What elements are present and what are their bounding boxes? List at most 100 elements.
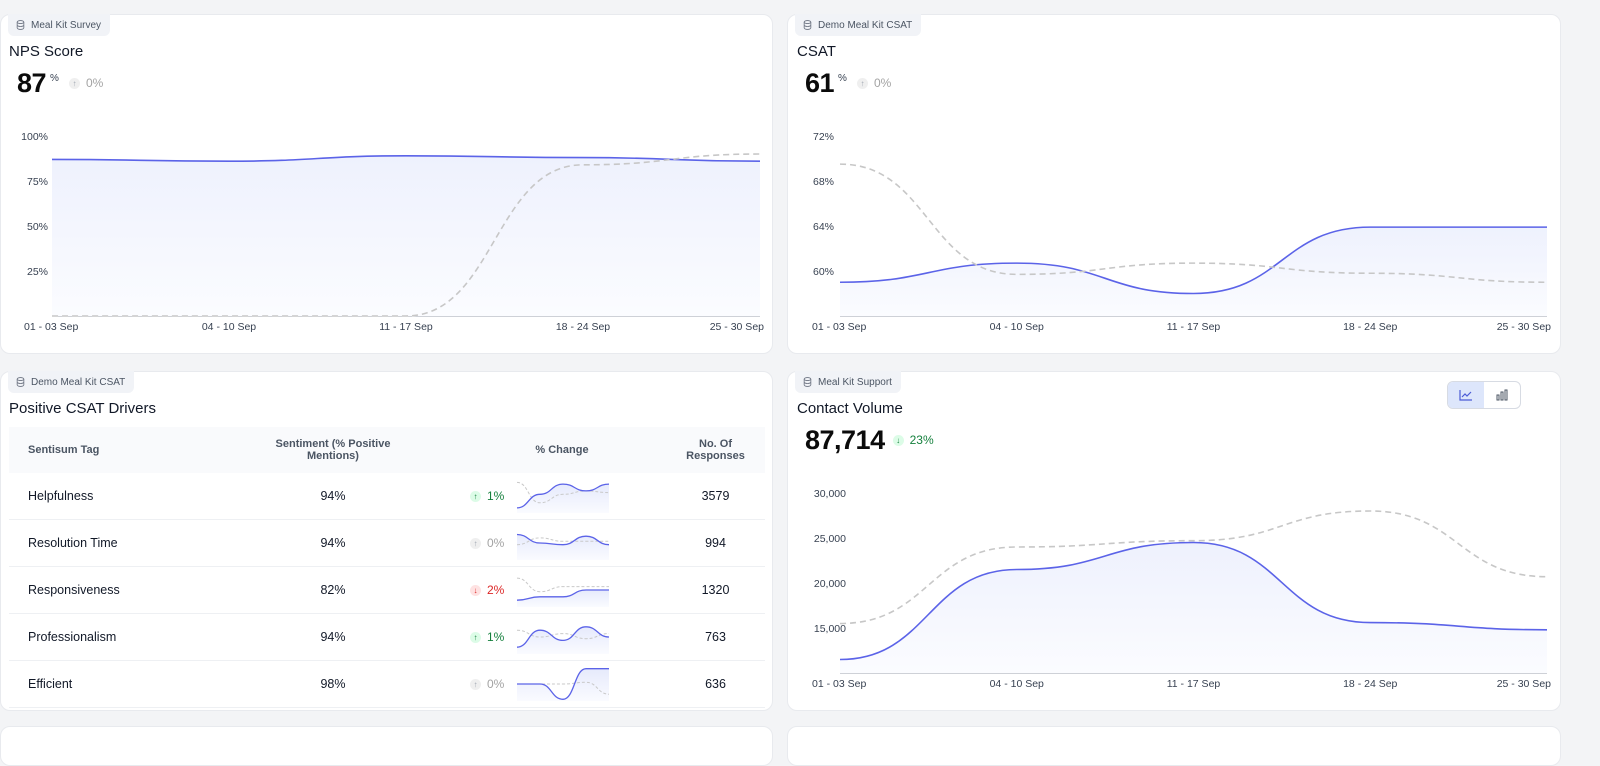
nps-source-tag: Meal Kit Survey [8,14,111,36]
y-tick-label: 72% [813,131,834,143]
sentiment-cell: 94% [208,613,458,661]
table-header-row: Sentisum Tag Sentiment (% Positive Menti… [9,427,765,473]
bar-chart-icon [1496,389,1508,401]
csat-delta: ↑ 0% [856,76,891,90]
table-row[interactable]: Professionalism 94% ↑ 1% 763 [9,613,765,661]
contact-metric: 87,714 ↓ 23% [805,424,934,456]
csat-source-tag: Demo Meal Kit CSAT [795,14,922,36]
x-tick-label: 11 - 17 Sep [379,321,433,333]
sparkline-comparison [516,577,609,593]
sentiment-cell: 98% [208,660,458,708]
x-tick-label: 01 - 03 Sep [812,321,866,333]
csat-unit: % [838,73,847,84]
x-tick-label: 18 - 24 Sep [1343,321,1397,333]
chart-2: 15,000 20,000 25,000 30,000 01 - 03 Sep 04 - … [812,488,1551,690]
drivers-source-label: Demo Meal Kit CSAT [31,376,126,388]
change-delta: ↓ 2% [470,583,508,597]
series-line [839,226,1547,295]
nps-value: 87 [17,68,47,98]
database-icon [16,20,25,30]
database-icon [16,377,25,387]
table-row[interactable]: Helpfulness 94% ↑ 1% 3579 [9,473,765,520]
sparkline-comparison [516,537,609,546]
nps-source-label: Meal Kit Survey [31,19,102,31]
column-header[interactable]: Sentiment (% Positive Mentions) [208,427,458,473]
nps-delta-value: 0% [85,76,104,90]
change-value: 0% [487,677,505,691]
x-tick-label: 04 - 10 Sep [202,321,256,333]
comparison-line [51,153,761,317]
arrow-up-icon: ↑ [470,631,481,643]
arrow-down-icon: ↓ [892,434,904,446]
x-tick-label: 04 - 10 Sep [990,321,1044,333]
tag-cell: Efficient [9,660,208,708]
column-header[interactable]: Sentisum Tag [9,427,208,473]
line-chart-icon [1459,390,1472,401]
sparkline-comparison [516,629,610,640]
nps-metric: 87 % ↑ 0% [17,67,103,99]
change-value: 1% [487,630,505,644]
sparkline-line [516,626,610,648]
database-icon [803,377,812,387]
sparkline-area [517,626,609,654]
database-icon [803,20,812,30]
y-tick-label: 30,000 [814,488,846,500]
sparkline-comparison [516,481,610,504]
sparkline [516,481,610,513]
table-row[interactable]: Responsiveness 82% ↓ 2% 1320 [9,566,765,614]
drivers-source-tag: Demo Meal Kit CSAT [8,371,135,393]
sentiment-cell: 94% [208,519,458,567]
arrow-up-icon: ↑ [470,490,481,502]
change-value: 1% [487,489,505,503]
arrow-down-icon: ↓ [470,584,481,596]
change-value: 0% [487,536,505,550]
responses-cell: 994 [666,519,765,567]
contact-value: 87,714 [805,425,885,455]
nps-delta: ↑ 0% [68,76,104,90]
series-line [839,541,1548,661]
table-row[interactable]: Resolution Time 94% ↑ 0% 994 [9,519,765,567]
nps-unit: % [50,73,59,84]
change-cell: ↑ 1% [458,473,666,520]
y-tick-label: 64% [813,221,834,233]
contact-source-label: Meal Kit Support [818,376,892,388]
sentiment-cell: 94% [208,473,458,520]
change-delta: ↑ 1% [470,630,508,644]
series-area [52,155,760,316]
chart-0: 25% 50% 75% 100% 01 - 03 Sep 04 - 10 Sep 11 - … [21,131,764,333]
sentiment-cell: 82% [208,566,458,614]
contact-title: Contact Volume [797,400,903,417]
y-tick-label: 25,000 [814,533,846,545]
sparkline-line [516,533,610,546]
change-delta: ↑ 0% [470,677,508,691]
tag-cell: Professionalism [9,613,208,661]
x-tick-label: 01 - 03 Sep [812,678,866,690]
x-tick-label: 01 - 03 Sep [24,321,78,333]
charts-layer: 25% 50% 75% 100% 01 - 03 Sep 04 - 10 Sep 11 - … [21,131,1551,690]
comparison-line [839,163,1548,284]
comparison-line [839,510,1548,625]
arrow-up-icon: ↑ [68,77,80,89]
tag-cell: Resolution Time [9,519,208,567]
sparkline [516,626,610,654]
line-view-button[interactable] [1448,382,1484,408]
contact-delta: ↓ 23% [892,433,934,447]
series-area [840,227,1547,316]
contact-source-tag: Meal Kit Support [795,371,901,393]
responses-cell: 763 [666,613,765,661]
csat-title: CSAT [797,43,836,60]
column-header[interactable]: % Change [458,427,666,473]
change-value: 2% [487,583,505,597]
y-tick-label: 50% [27,221,48,233]
y-tick-label: 75% [27,176,48,188]
change-cell: ↑ 1% [458,613,666,661]
x-tick-label: 11 - 17 Sep [1167,678,1221,690]
nps-title: NPS Score [9,43,84,60]
table-row[interactable]: Efficient 98% ↑ 0% 636 [9,660,765,708]
bar-view-button[interactable] [1484,382,1520,408]
contact-delta-value: 23% [909,433,934,447]
chart-view-toggle [1447,381,1521,409]
sparkline [516,577,609,607]
column-header[interactable]: No. Of Responses [666,427,765,473]
csat-source-label: Demo Meal Kit CSAT [818,19,913,31]
